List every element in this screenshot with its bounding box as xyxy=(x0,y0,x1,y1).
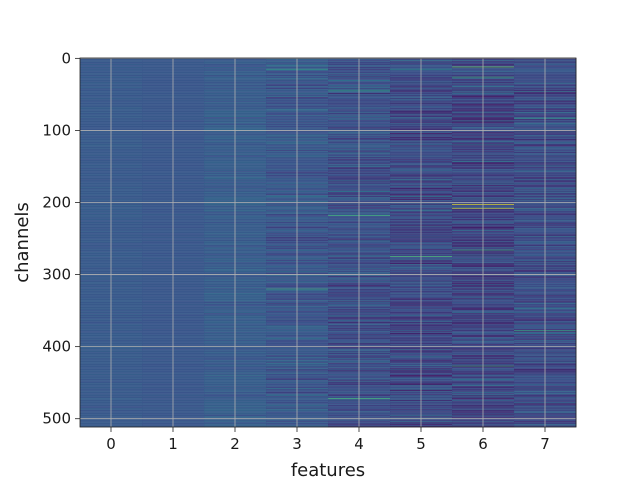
y-axis-ticks: 0 100 200 300 400 500 xyxy=(42,49,80,428)
x-tick-label: 5 xyxy=(416,435,426,453)
y-tick-label: 200 xyxy=(42,194,71,212)
x-tick-label: 6 xyxy=(478,435,488,453)
x-tick-label: 2 xyxy=(230,435,240,453)
x-axis-label: features xyxy=(291,460,365,480)
grid-lines xyxy=(80,57,576,427)
x-axis-ticks: 0 1 2 3 4 5 6 7 xyxy=(106,427,550,453)
y-tick-label: 400 xyxy=(42,338,71,356)
x-tick-label: 1 xyxy=(168,435,178,453)
y-tick-label: 100 xyxy=(42,121,71,139)
x-tick-label: 7 xyxy=(540,435,550,453)
y-tick-label: 500 xyxy=(42,410,71,428)
plot-frame xyxy=(79,57,577,428)
y-tick-label: 0 xyxy=(61,49,71,67)
x-tick-label: 4 xyxy=(354,435,364,453)
heatmap-cells xyxy=(80,58,577,428)
x-tick-label: 3 xyxy=(292,435,302,453)
y-tick-label: 300 xyxy=(42,266,71,284)
y-axis-label: channels xyxy=(12,202,33,283)
x-tick-label: 0 xyxy=(106,435,116,453)
